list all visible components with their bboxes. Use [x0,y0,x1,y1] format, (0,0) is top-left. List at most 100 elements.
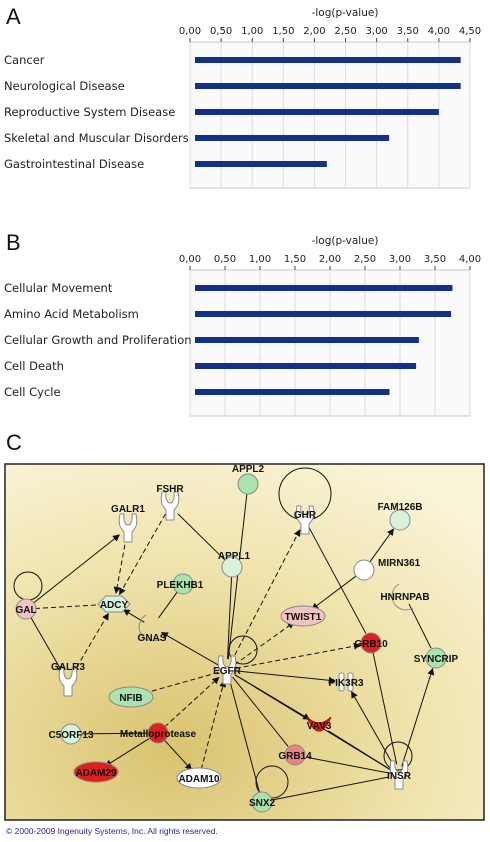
edge-EGFR-GHR [230,529,301,663]
edge-GAL-GALR3 [30,616,63,674]
edge-INSR-GRB14 [305,756,391,774]
node-label: APPL1 [218,551,251,562]
node-label: SYNCRIP [414,654,459,665]
x-tick-label: 0,50 [214,254,236,265]
x-tick-label: 1,00 [249,254,271,265]
node-label: FSHR [156,484,184,495]
node-label: HNRNPAB [380,592,429,603]
x-tick-label: 4,50 [459,26,481,37]
node-insr: INSR [387,760,412,790]
node-label: GRB10 [354,639,388,650]
node-adam29: ADAM29 [73,761,119,783]
node-label: ADCY [100,600,129,611]
node-vav3: VAV3 [306,716,332,732]
node-mirn361: MIRN361 [353,558,421,581]
bar [195,363,417,369]
edge-EGFR-SNX2 [228,678,260,792]
x-tick-label: 2,50 [334,26,356,37]
x-axis-title: -log(p-value) [312,7,379,19]
category-label: Cancer [4,53,45,67]
node-grb10: GRB10 [354,632,388,654]
edge-GALR1-ADCY [113,536,127,594]
x-tick-label: 0,50 [210,26,232,37]
node-twist1: TWIST1 [280,605,326,627]
bar [195,389,390,395]
edge-Metalloprotease-EGFR [164,676,220,728]
bar [195,311,452,317]
edge-GAL-GALR1 [32,534,120,604]
edge-EGFR-PIK3R3 [235,670,336,684]
chart-a: -log(p-value) 0,00 0,50 1,00 1,50 2,00 2,50 3,0… [4,7,481,189]
edge-INSR-SYNCRIP [401,667,435,767]
edge-EGFR-GRB10 [235,642,361,669]
x-tick-label: 3,50 [424,254,446,265]
x-tick-label: 2,50 [354,254,376,265]
edge-GAL-ADCY [34,604,104,609]
category-label: Neurological Disease [4,79,125,93]
network-diagram: FSHR APPL2 GHR GALR1 FAM126B APPL1 MIRN361 PLEK… [4,463,485,821]
node-label: ADAM10 [178,774,220,785]
edge-INSR-VAV3 [328,730,392,771]
edge-MIRN361-TWIST1 [311,575,358,610]
edge-ADAM10-EGFR [200,679,227,770]
node-appl2: APPL2 [232,464,265,495]
edge-MIRN361-FAM126B [368,528,394,563]
node-label: PIK3R3 [328,678,363,689]
node-appl1: APPL1 [218,551,251,578]
edge-EGFR-NFIB [140,671,219,696]
node-label: PLEKHB1 [157,580,204,591]
node-label: FAM126B [377,502,422,513]
node-fshr: FSHR [156,484,184,521]
node-label: GHR [294,510,317,521]
x-tick-label: 0,00 [179,26,201,37]
category-label: Cell Cycle [4,385,61,399]
category-label: Cell Death [4,359,64,373]
edge-INSR-PIK3R3 [351,690,395,768]
edge-GALR3-ADCY [72,612,109,675]
node-label: C5ORF13 [48,730,93,741]
edge-GHR-GRB10 [308,527,367,634]
chart-b: -log(p-value) 0,00 0,50 1,00 1,50 2,00 2,50 3,0… [4,235,481,417]
edge-SNX2-INSR [270,776,389,801]
edge-EGFR-TWIST1 [234,621,295,666]
node-label: GRB14 [278,751,312,762]
node-nfib: NFIB [108,686,154,708]
node-snx2: SNX2 [249,791,276,813]
edge-EGFR-GNAS [160,632,220,666]
node-label: Metalloprotease [120,729,197,740]
node-metalloprotease: Metalloprotease [120,722,197,744]
node-label: SNX2 [249,798,276,809]
bar [195,83,461,89]
node-label: GNAS [138,633,167,644]
x-tick-label: 3,00 [366,26,388,37]
node-syncrip: SYNCRIP [414,647,459,669]
node-hnrnpab: HNRNPAB [380,583,430,611]
node-label: MIRN361 [378,558,421,569]
node-label: GAL [15,605,36,616]
category-label: Amino Acid Metabolism [4,307,139,321]
edge-Metalloprotease-C5ORF13 [81,732,150,735]
node-label: TWIST1 [285,612,322,623]
edge-APPL1-EGFR [227,575,233,660]
edge-GRB10-INSR [372,651,398,765]
node-gal: GAL [15,598,37,620]
node-label: EGFR [213,666,242,677]
x-tick-label: 1,50 [284,254,306,265]
category-label: Cellular Growth and Proliferation [4,333,192,347]
node-label: INSR [387,771,412,782]
edge-Metalloprotease-ADAM10 [163,739,193,771]
loop-snx2 [255,765,289,799]
copyright-footer: © 2000-2009 Ingenuity Systems, Inc. All … [6,826,218,836]
panel-c-letter: C [6,430,22,455]
edges [30,492,435,801]
x-axis-title: -log(p-value) [312,235,379,247]
edge-EGFR-GRB14 [232,676,289,747]
bar [195,161,327,167]
edge-HNRNPAB-SYNCRIP [408,603,432,649]
node-c5orf13: C5ORF13 [48,723,94,745]
category-label: Gastrointestinal Disease [4,157,144,171]
bar [195,135,390,141]
panel-b-letter: B [6,230,21,255]
edge-PLEKHB1-GNAS [158,591,179,619]
node-pik3r3: PIK3R3 [328,672,364,692]
